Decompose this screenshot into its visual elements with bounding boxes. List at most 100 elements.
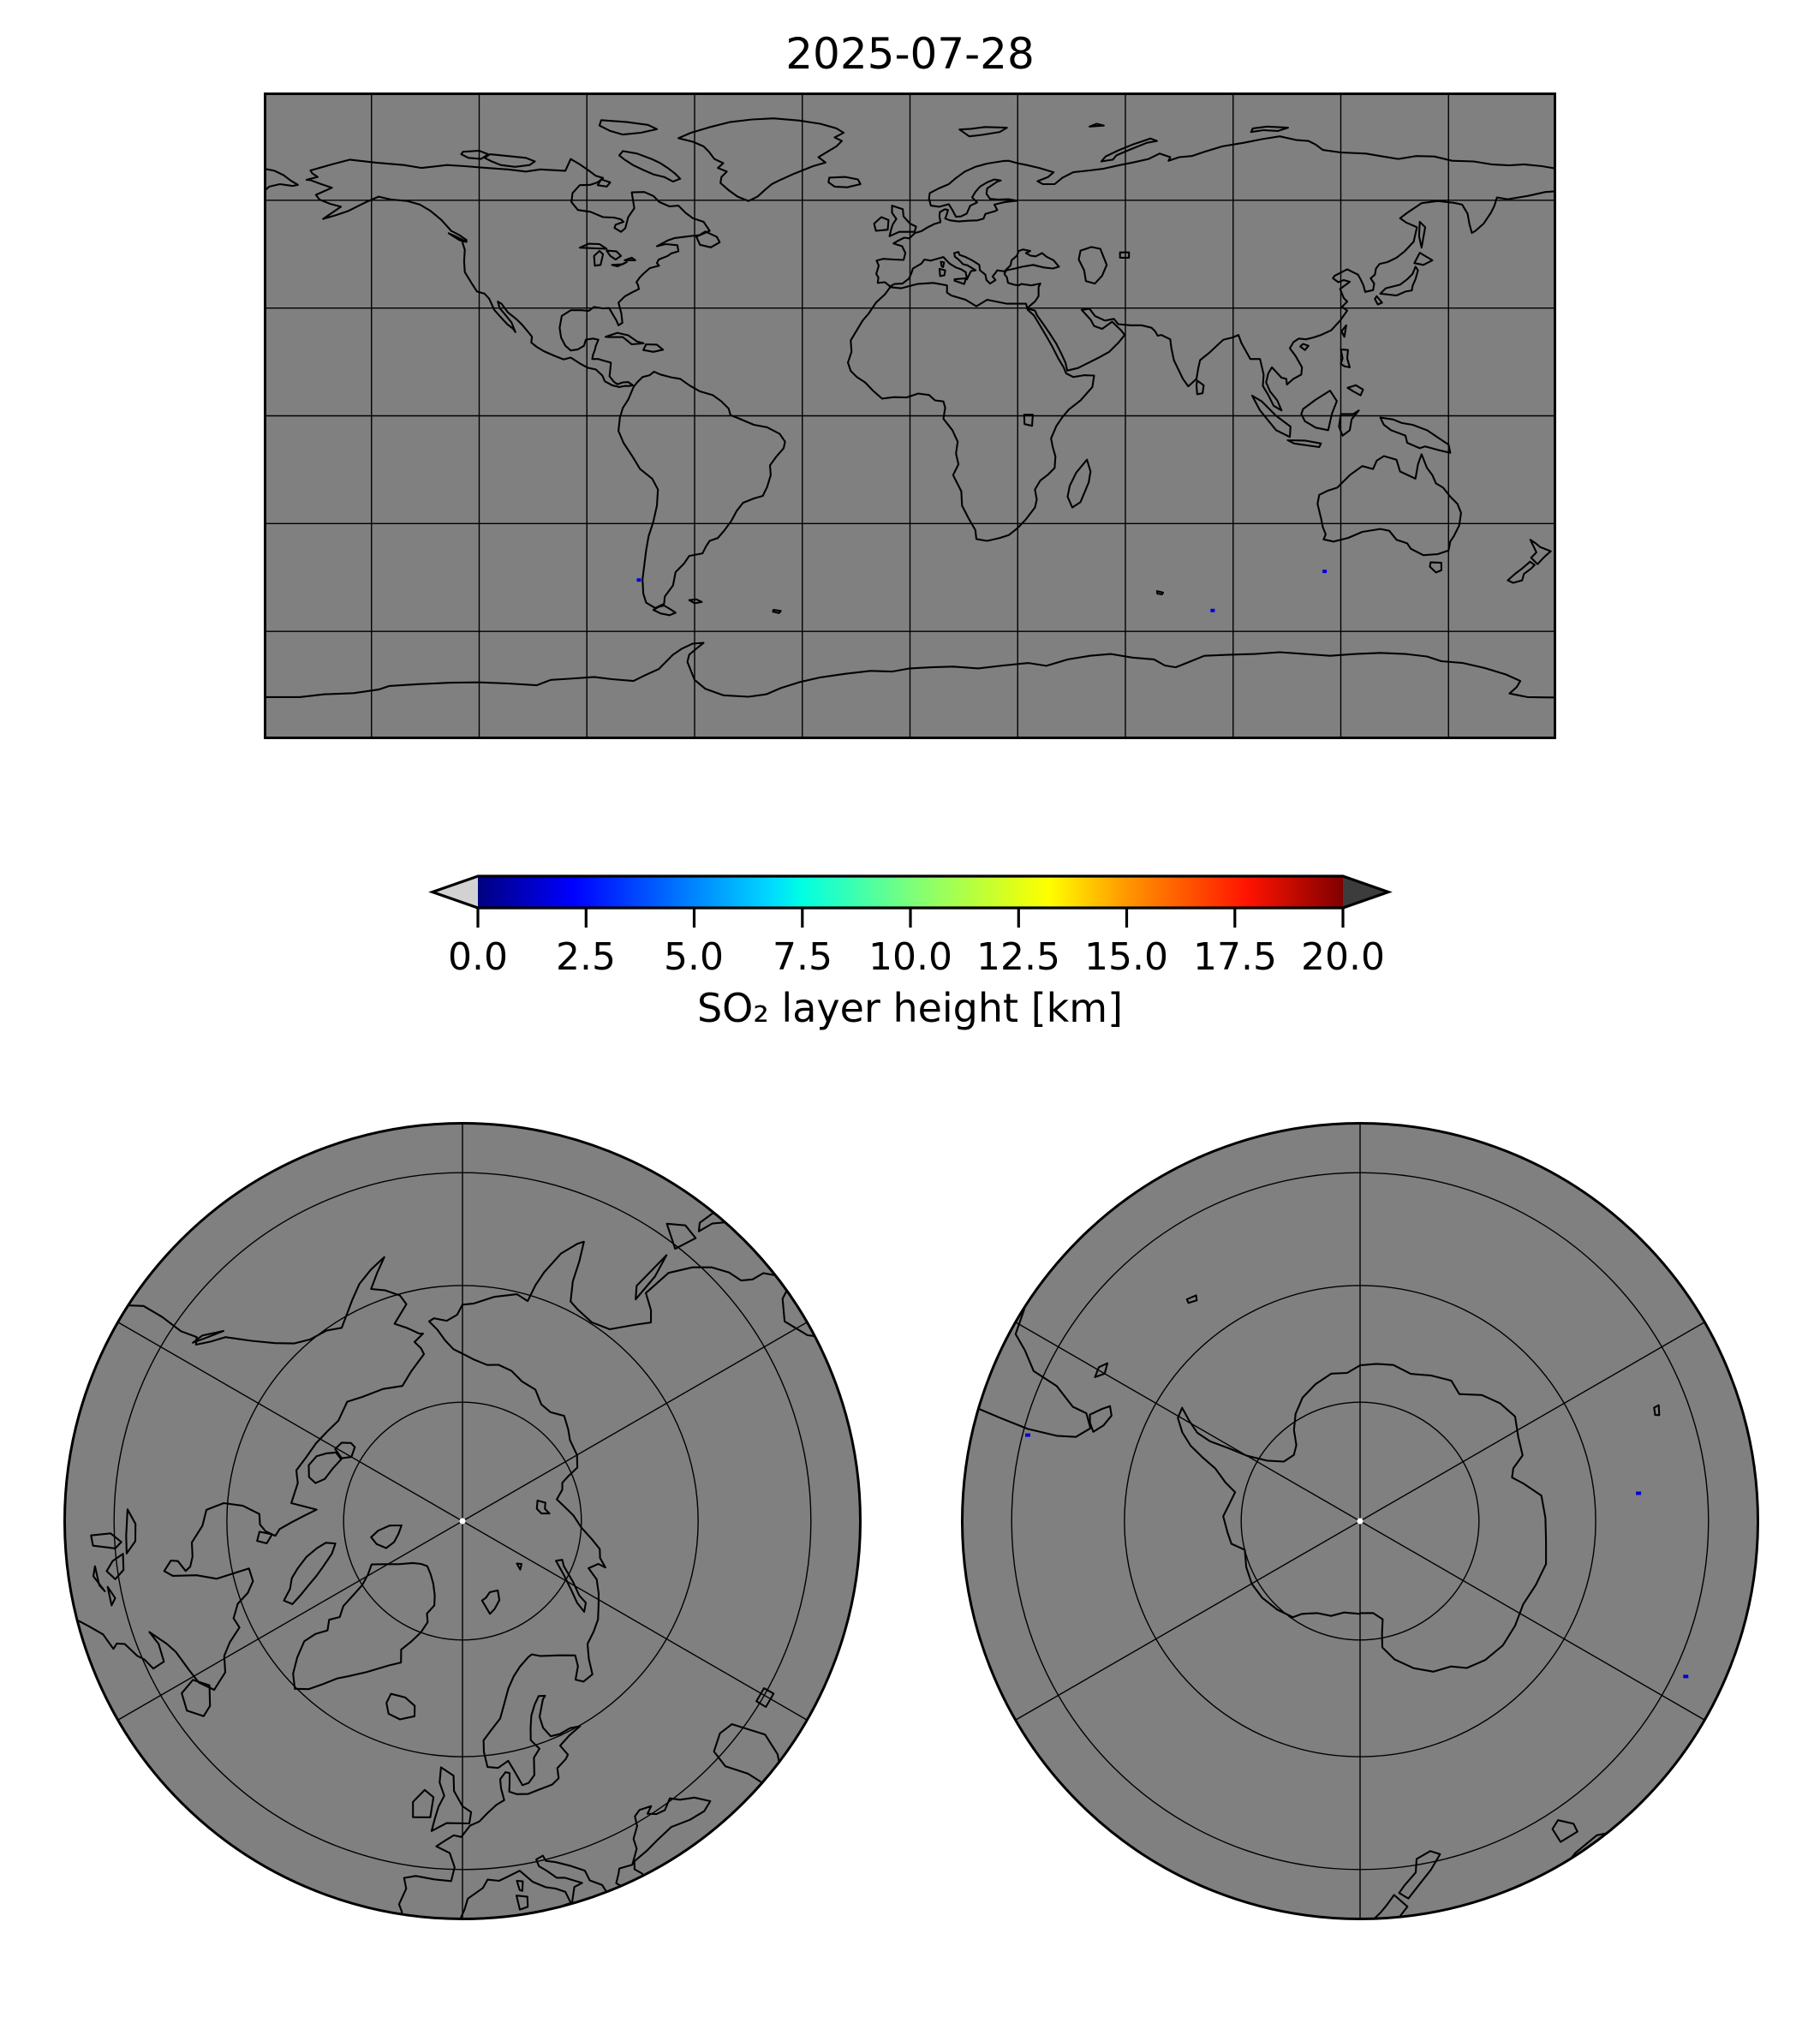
coastline-path [385,1692,416,1721]
coastline-path [827,176,862,188]
so2-detection [1025,1433,1030,1437]
coastline-path [772,608,782,614]
coastline-path [642,343,665,353]
map-border [264,92,1556,739]
coastline-path [1077,246,1108,285]
coastline-path [635,1254,668,1301]
coastline-path [181,1679,212,1717]
coastline-path [307,1451,343,1484]
coastline-path [1155,590,1165,596]
colorbar-under-arrow [433,876,478,908]
south-polar-map [961,1122,1759,1920]
coastline-path [792,1225,806,1244]
coastline-path [1507,560,1536,584]
coastline-path [1551,1819,1578,1843]
coastline-path [1340,348,1352,368]
coastline-path [105,1553,125,1580]
map-boundary [63,1122,862,1920]
coastline-path [412,1788,435,1818]
coastline-path [1094,1362,1109,1378]
coastline-path [283,1542,337,1605]
coastline-path [125,1508,137,1555]
coastline-path [875,135,1556,288]
coastline-path [90,1532,122,1549]
coastline-path [1089,1405,1113,1433]
coastline-path [652,604,677,617]
coastline-path [1653,1404,1661,1417]
coastline-path [889,190,1556,412]
coastline-path [192,1329,224,1344]
colorbar-tick-label: 7.5 [773,935,832,979]
so2-detection [1636,1491,1642,1495]
coastline-path [598,119,659,136]
coastline-path [1413,252,1434,266]
coastline-path [106,1585,116,1607]
map-boundary [961,1122,1759,1920]
coastline-path [370,1524,403,1549]
so2-detection [1322,570,1328,574]
coastlines [264,117,1556,699]
so2-detection [636,578,641,582]
coastline-path [1374,295,1383,306]
coastline-path [1100,137,1158,163]
colorbar-tick-label: 17.5 [1193,935,1277,979]
coastline-path [397,1352,606,1919]
coastline-path [1379,416,1452,454]
pole-dot [459,1518,466,1525]
pole-dot [1357,1518,1364,1525]
coastline-path [1299,343,1310,351]
coastline-path [1429,561,1442,574]
coastline-path [292,1561,436,1691]
coastline-path [618,370,786,609]
colorbar-tick-label: 2.5 [556,935,616,979]
coastline-path [555,1559,588,1613]
coastline-path [1704,1140,1757,1187]
coastline-path [1119,251,1131,259]
coastline-path [888,205,917,237]
coastline-path [515,1895,529,1911]
coastline-path [618,150,682,183]
colorbar-axis-label: SO₂ layer height [km] [696,985,1124,1031]
coastline-path [688,598,703,605]
coastline-path [846,282,1095,542]
coastline-path [1398,1850,1441,1900]
coastline-path [611,260,628,268]
coastline-path [1340,324,1347,338]
coastline-path [1089,122,1105,128]
coastline-path [940,260,946,268]
coastline-path [1369,1894,1415,1919]
colorbar-gradient [478,876,1343,908]
colorbar-tick-label: 15.0 [1084,935,1168,979]
colorbar [428,874,1393,928]
coastline-path [516,1562,523,1571]
coastline-path [264,167,299,193]
coastline-path [958,126,1008,138]
coastline-path [873,216,890,232]
coastline-path [427,1304,464,1355]
coastline-path [334,1441,356,1459]
coastline-path [1250,125,1289,134]
coastline-path [1185,1294,1198,1304]
coastline-path [430,1766,473,1832]
coastline-path [535,1499,551,1515]
coastline-path [483,153,536,168]
coastline-path [92,1565,106,1592]
graticule [1011,1124,1710,1919]
coastline-path [1338,409,1360,437]
so2-detection [1683,1674,1689,1679]
coastline-path [256,1531,273,1545]
coastline-path [1346,384,1364,397]
colorbar-over-arrow [1343,876,1388,908]
coastline-path [938,267,946,277]
coastline-path [516,1879,524,1892]
coastline-path [1316,453,1462,557]
coastline-path [604,331,645,346]
coastline-path [1379,266,1419,297]
coastline-path [1250,394,1292,439]
coastline-path [953,277,967,285]
coastline-path [665,1222,697,1250]
coastline-path [305,158,711,388]
colorbar-tick-label: 5.0 [664,935,724,979]
colorbar-ticks [476,908,1345,928]
north-polar-map [63,1122,862,1920]
